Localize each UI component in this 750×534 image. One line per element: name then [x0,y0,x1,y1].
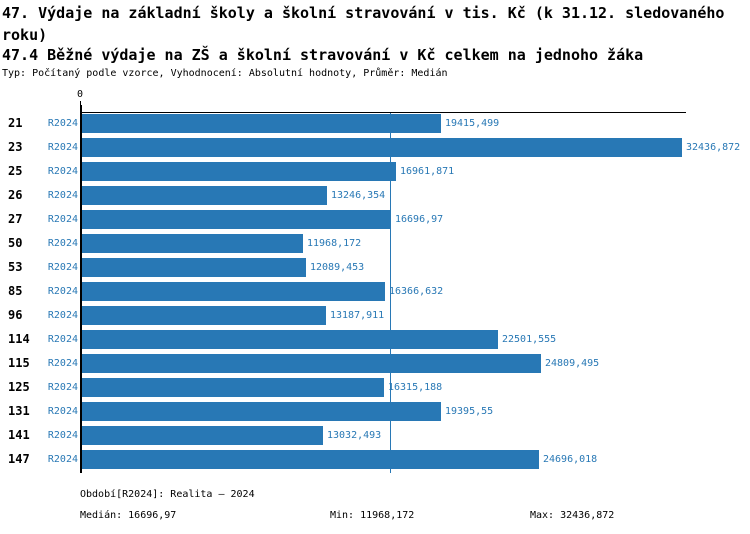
bar [82,402,441,421]
footer-max-label: Max: 32436,872 [530,510,615,521]
row-category-label: 115 [8,356,30,370]
footer-median-label: Medián: 16696,97 [80,510,177,521]
row-category-label: 147 [8,452,30,466]
x-axis-line [80,112,686,113]
bar-value-label: 16366,632 [389,286,444,297]
bar [82,330,498,349]
row-period-label: R2024 [47,358,78,369]
row-category-label: 125 [8,380,30,394]
bar-value-label: 12089,453 [310,262,365,273]
bar [82,138,682,157]
bar [82,378,384,397]
row-period-label: R2024 [47,286,78,297]
bar [82,306,326,325]
footer-min-label: Min: 11968,172 [330,510,415,521]
row-category-label: 50 [8,236,23,250]
report-title: 47. Výdaje na základní školy a školní st… [2,4,725,44]
bar-value-label: 24809,495 [545,358,600,369]
bar [82,258,306,277]
row-period-label: R2024 [47,334,78,345]
row-period-label: R2024 [47,310,78,321]
bar-value-label: 32436,872 [686,142,741,153]
bar [82,354,541,373]
row-period-label: R2024 [47,430,78,441]
row-period-label: R2024 [47,262,78,273]
footer-period-label: Období[R2024]: Realita – 2024 [80,489,255,500]
bar [82,282,385,301]
row-category-label: 21 [8,116,23,130]
bar [82,234,303,253]
row-category-label: 131 [8,404,30,418]
row-category-label: 27 [8,212,23,226]
bar-value-label: 11968,172 [307,238,362,249]
axis-zero-label: 0 [76,89,84,100]
row-period-label: R2024 [47,238,78,249]
report-subtitle: 47.4 Běžné výdaje na ZŠ a školní stravov… [2,46,644,64]
bar [82,162,396,181]
row-category-label: 96 [8,308,23,322]
row-category-label: 25 [8,164,23,178]
bar [82,186,327,205]
report-meta-line: Typ: Počítaný podle vzorce, Vyhodnocení:… [2,68,448,79]
median-line [390,112,391,473]
bar-value-label: 16961,871 [400,166,455,177]
bar [82,114,441,133]
row-period-label: R2024 [47,190,78,201]
bar-value-label: 24696,018 [543,454,598,465]
bar-value-label: 19395,55 [445,406,494,417]
row-category-label: 114 [8,332,30,346]
bar-value-label: 13032,493 [327,430,382,441]
bar [82,426,323,445]
row-period-label: R2024 [47,142,78,153]
bar [82,210,391,229]
row-period-label: R2024 [47,118,78,129]
row-period-label: R2024 [47,454,78,465]
bar-value-label: 13187,911 [330,310,385,321]
bar-value-label: 16315,188 [388,382,443,393]
row-category-label: 26 [8,188,23,202]
bar-value-label: 19415,499 [445,118,500,129]
bar [82,450,539,469]
y-axis-line [80,105,82,473]
bar-value-label: 16696,97 [395,214,444,225]
bar-value-label: 22501,555 [502,334,557,345]
row-period-label: R2024 [47,382,78,393]
row-category-label: 85 [8,284,23,298]
row-category-label: 23 [8,140,23,154]
row-period-label: R2024 [47,214,78,225]
row-period-label: R2024 [47,166,78,177]
row-category-label: 53 [8,260,23,274]
bar-value-label: 13246,354 [331,190,386,201]
row-category-label: 141 [8,428,30,442]
row-period-label: R2024 [47,406,78,417]
